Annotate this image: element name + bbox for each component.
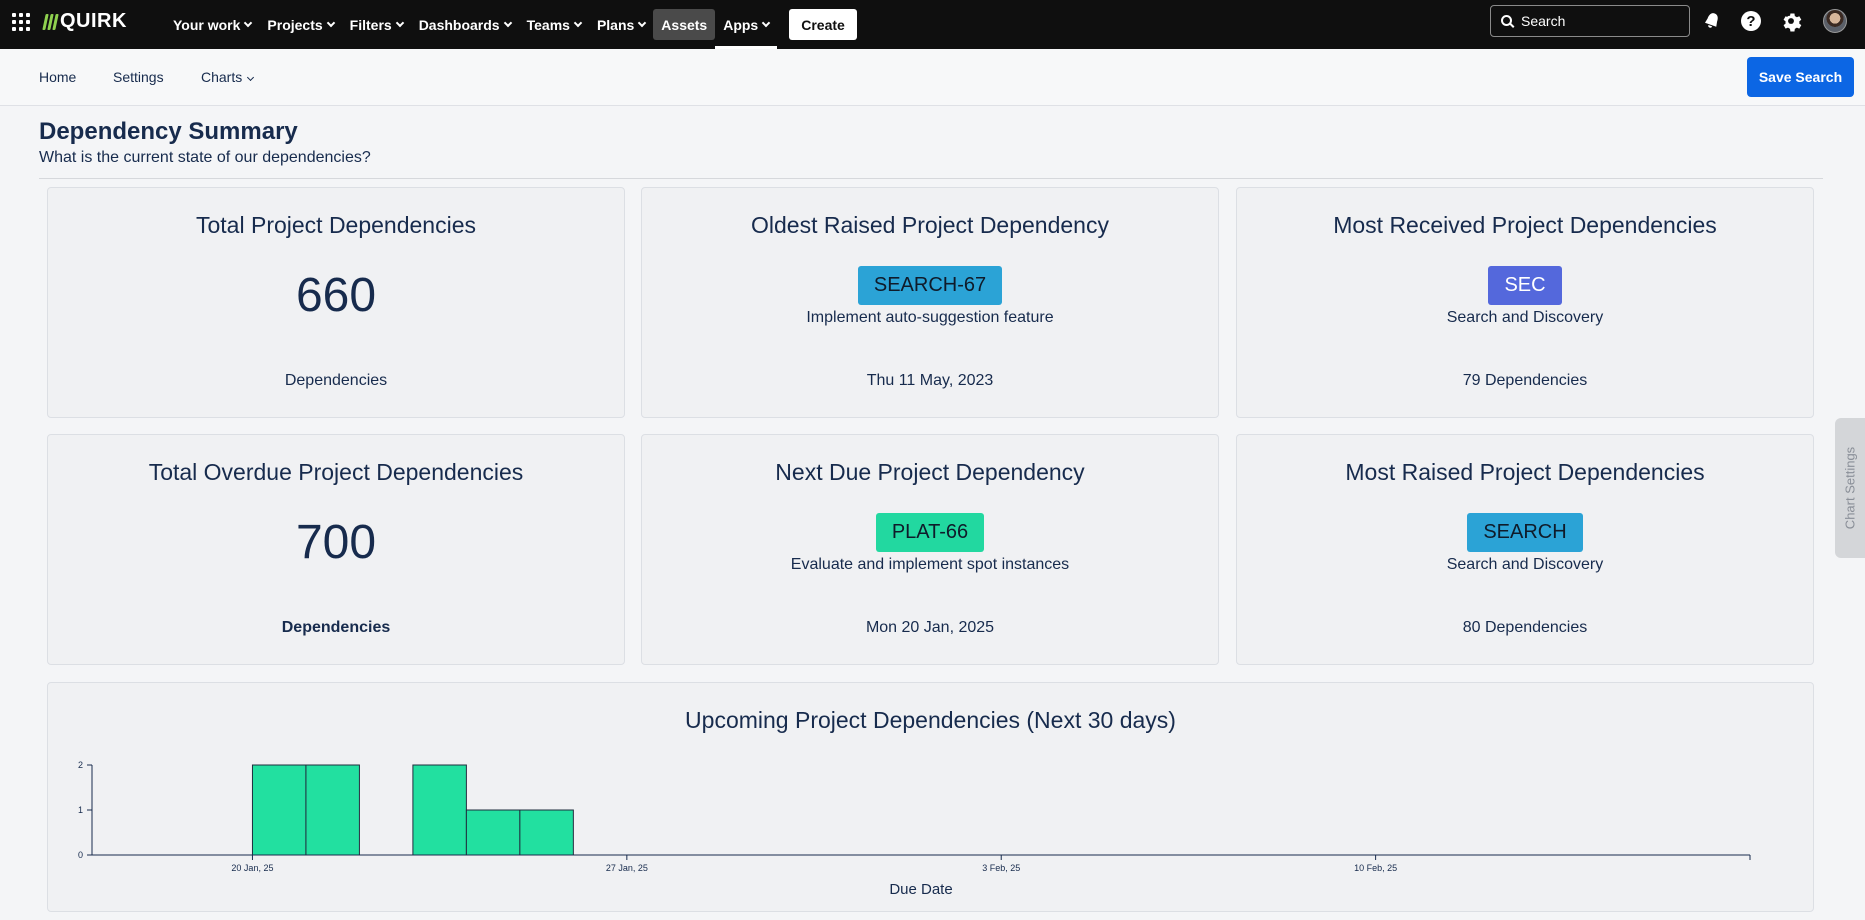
notifications-icon[interactable] [1701,10,1723,32]
chevron-down-icon [247,73,255,82]
issue-key-badge[interactable]: SEARCH-67 [857,266,1003,305]
chart-bar [465,809,521,856]
x-axis-label: Due Date [889,881,952,898]
nav-filters[interactable]: Filters [342,9,411,40]
page-title: Dependency Summary [39,118,298,145]
card-footer-count: 79 Dependencies [1462,372,1588,389]
user-avatar[interactable] [1823,9,1847,33]
nav-label: Filters [349,16,392,33]
help-icon[interactable]: ? [1741,11,1761,31]
nav-apps[interactable]: Apps [715,9,778,49]
issue-key-badge[interactable]: PLAT-66 [875,513,985,552]
project-name: Search and Discovery [1446,556,1604,573]
nav-teams[interactable]: Teams [519,9,589,40]
logo-mark-icon [42,13,59,30]
chart-bar [251,764,307,856]
card-title: Oldest Raised Project Dependency [751,212,1109,238]
sub-navigation: Home Settings Charts [0,49,1865,106]
x-tick-label: 10 Feb, 25 [1354,863,1397,873]
y-tick-label: 2 [78,760,83,770]
nav-label: Assets [661,16,708,33]
nav-label: Projects [267,16,323,33]
project-name: Search and Discovery [1446,309,1604,326]
nav-dashboards[interactable]: Dashboards [411,9,519,40]
chart-bar [519,809,574,856]
header-divider [39,178,1823,179]
card-footer-count: 80 Dependencies [1462,619,1588,636]
main-menu: Your work Projects Filters Dashboards Teams P… [165,0,857,49]
card-oldest-raised: Oldest Raised Project Dependency SEARCH-… [641,187,1219,418]
card-total-dependencies: Total Project Dependencies 660 Dependenc… [47,187,625,418]
x-tick-label: 20 Jan, 25 [231,863,273,873]
x-tick-label: 3 Feb, 25 [982,863,1020,873]
chart-settings-tab[interactable]: Chart Settings [1835,418,1865,558]
card-total-overdue: Total Overdue Project Dependencies 700 D… [47,434,625,665]
chevron-down-icon [395,18,404,27]
search-placeholder: Search [1521,13,1566,29]
card-next-due: Next Due Project Dependency PLAT-66 Eval… [641,434,1219,665]
quirk-logo[interactable]: QUIRK [42,10,127,33]
settings-icon[interactable] [1780,10,1802,32]
x-tick-label: 27 Jan, 25 [606,863,648,873]
chevron-down-icon [503,18,512,27]
app-switcher-icon[interactable] [12,13,30,31]
nav-label: Plans [596,16,635,33]
card-footer-date: Thu 11 May, 2023 [866,372,994,389]
chevron-down-icon [638,18,647,27]
card-footer-date: Mon 20 Jan, 2025 [865,619,995,636]
top-navigation: QUIRK Your work Projects Filters Dashboards… [0,0,1865,49]
card-most-received: Most Received Project Dependencies SEC S… [1236,187,1814,418]
search-input[interactable]: Search [1490,5,1690,37]
issue-summary: Implement auto-suggestion feature [806,309,1054,326]
card-title: Most Received Project Dependencies [1333,212,1717,238]
chart-settings-label: Chart Settings [1842,446,1858,530]
card-most-raised: Most Raised Project Dependencies SEARCH … [1236,434,1814,665]
chevron-down-icon [573,18,583,27]
subnav-home[interactable]: Home [39,69,77,85]
upcoming-dependencies-chart: 0 1 2 20 Jan, 25 27 Jan, 25 3 Feb, 25 10 Feb, … [78,760,1751,898]
chart-bar [412,764,467,856]
y-tick-label: 0 [78,850,83,860]
chevron-down-icon [244,18,253,27]
save-search-button[interactable]: Save Search [1747,57,1854,97]
chart-bar [305,764,360,856]
card-title: Total Overdue Project Dependencies [148,459,524,485]
nav-plans[interactable]: Plans [589,9,653,40]
card-title: Most Raised Project Dependencies [1345,459,1705,485]
overdue-dependencies-value: 700 [295,516,377,569]
card-title: Next Due Project Dependency [775,459,1085,485]
nav-label: Your work [173,16,241,33]
y-tick-label: 1 [78,805,83,815]
project-key-badge[interactable]: SEC [1488,266,1562,305]
logo-text: QUIRK [60,10,127,32]
project-key-badge[interactable]: SEARCH [1467,513,1583,552]
total-dependencies-value: 660 [295,269,377,322]
chevron-down-icon [761,18,771,27]
nav-projects[interactable]: Projects [259,9,341,40]
chart-title: Upcoming Project Dependencies (Next 30 d… [685,707,1176,733]
search-icon [1501,15,1512,26]
nav-your-work[interactable]: Your work [165,9,259,40]
nav-label: Apps [723,16,759,33]
upcoming-dependencies-chart-card: Upcoming Project Dependencies (Next 30 d… [47,682,1814,912]
chevron-down-icon [326,18,335,27]
subnav-charts[interactable]: Charts [201,69,255,85]
nav-label: Teams [526,16,570,33]
issue-summary: Evaluate and implement spot instances [790,556,1070,573]
create-button[interactable]: Create [789,9,857,40]
page-subtitle: What is the current state of our depende… [39,149,371,166]
nav-assets[interactable]: Assets [653,9,716,40]
nav-label: Dashboards [418,16,500,33]
subnav-charts-label: Charts [201,69,243,85]
card-footer: Dependencies [284,372,388,389]
subnav-settings[interactable]: Settings [113,69,164,85]
card-footer: Dependencies [281,619,391,636]
card-title: Total Project Dependencies [196,212,476,238]
